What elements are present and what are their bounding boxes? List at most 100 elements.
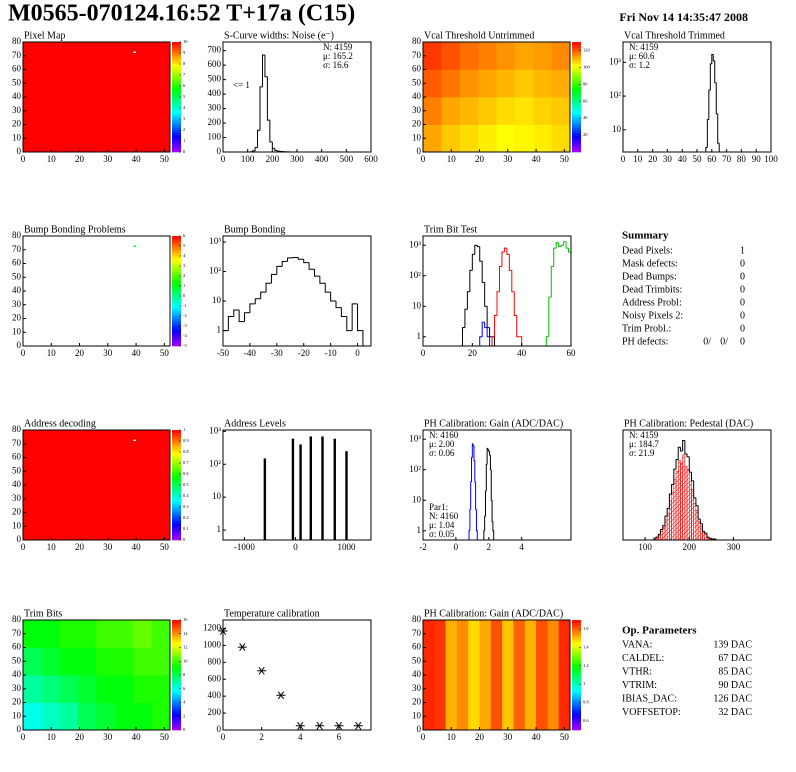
colorbar-label: 0.6 xyxy=(183,471,189,476)
x-tick-label: 80 xyxy=(737,154,747,164)
plot-area xyxy=(653,440,717,540)
colorbar-step xyxy=(172,463,181,467)
y-tick-label: 600 xyxy=(208,59,222,69)
colorbar-step xyxy=(172,699,181,703)
colorbar-step xyxy=(172,716,181,720)
colorbar-step xyxy=(172,487,181,491)
hist-bin xyxy=(714,60,717,84)
colorbar-step xyxy=(172,697,181,701)
y-tick-label: 10 xyxy=(412,300,422,310)
colorbar-label: 0.4 xyxy=(183,493,189,498)
heat-cell xyxy=(441,69,461,98)
x-tick-label: 10 xyxy=(47,732,57,742)
hist-bin xyxy=(238,309,245,323)
panel: Pixel Map 0 1 2 3 4 5 6 7 8 9 10 0 10 20 30 40 50 0 10 20 30 4… xyxy=(12,30,188,164)
x-tick-label: 100 xyxy=(241,154,255,164)
hist-bin xyxy=(469,269,473,292)
hist-bin xyxy=(709,63,712,91)
colorbar-step xyxy=(172,321,181,325)
parameter-label: IBIAS_DAC: xyxy=(622,693,677,704)
colorbar-step xyxy=(172,644,181,648)
colorbar-step xyxy=(172,669,181,673)
colorbar-step xyxy=(572,146,581,150)
colorbar-label: 4 xyxy=(183,105,186,110)
colorbar-step xyxy=(172,138,181,142)
colorbar-step xyxy=(172,636,181,640)
colorbar-step xyxy=(172,710,181,714)
colorbar-label: 9 xyxy=(183,50,186,55)
y-tick-label: 50 xyxy=(12,271,22,281)
hist-bin xyxy=(265,282,272,293)
colorbar-step xyxy=(572,124,581,128)
colorbar-label: 10 xyxy=(183,39,188,44)
x-tick-label: 70 xyxy=(722,154,732,164)
colorbar-step xyxy=(172,75,181,79)
stats-line: μ: 60.6 xyxy=(629,51,655,61)
hist-bin xyxy=(297,257,304,260)
colorbar-label: 7 xyxy=(183,72,186,77)
colorbar-step xyxy=(572,664,581,668)
colorbar-step xyxy=(172,441,181,445)
heat-cell xyxy=(114,620,134,648)
colorbar-step xyxy=(172,130,181,134)
colorbar-step xyxy=(172,304,181,308)
y-tick-label: 80 xyxy=(412,36,422,46)
x-tick-label: 0 xyxy=(421,154,426,164)
heat-cell xyxy=(441,124,461,152)
colorbar-step xyxy=(172,537,181,541)
colorbar-label: 100 xyxy=(583,64,591,69)
colorbar-step xyxy=(172,526,181,530)
colorbar-label: 0 xyxy=(183,727,186,732)
heat-cell xyxy=(423,620,435,730)
x-tick-label: 20 xyxy=(75,732,85,742)
panel-title: Pixel Map xyxy=(24,30,65,41)
y-tick-label: 100 xyxy=(208,132,222,142)
y-tick-label: 0 xyxy=(217,724,222,734)
heat-cell xyxy=(445,620,458,730)
stats-line: σ: 21.9 xyxy=(629,448,655,458)
frame xyxy=(22,235,171,347)
frame xyxy=(422,235,572,347)
summary-value: 1 xyxy=(740,245,745,256)
colorbar-step xyxy=(172,255,181,259)
hist-bin xyxy=(330,292,337,302)
colorbar-step xyxy=(572,713,581,717)
hist-bin xyxy=(264,55,268,78)
hist-bin xyxy=(266,76,270,121)
panel: Trim Bits 0 2 4 6 8 10 12 14 16 0 10 20 30 40 50 0 10 20 30… xyxy=(12,608,188,742)
colorbar-step xyxy=(172,266,181,270)
hist-bin xyxy=(519,336,523,346)
colorbar-step xyxy=(172,288,181,292)
heat-cell xyxy=(133,702,153,730)
hist-bin xyxy=(503,247,507,252)
colorbar-label: 6 xyxy=(183,83,186,88)
y-tick-label: 10³ xyxy=(609,56,621,66)
colorbar-step xyxy=(572,702,581,706)
panel-title: PH Calibration: Gain (ADC/DAC) xyxy=(424,418,563,429)
colorbar-step xyxy=(572,110,581,114)
y-tick-label: 10³ xyxy=(209,425,221,435)
colorbar-step xyxy=(172,460,181,464)
heat-cell xyxy=(459,97,479,125)
y-tick-label: 80 xyxy=(12,230,22,240)
x-tick-label: 60 xyxy=(567,348,577,358)
colorbar-step xyxy=(172,324,181,328)
colorbar-step xyxy=(172,263,181,267)
x-tick-label: 20 xyxy=(475,732,485,742)
y-tick-label: 30 xyxy=(12,683,22,693)
colorbar-label: 80 xyxy=(583,81,588,86)
hist-bin xyxy=(340,307,347,317)
heat-cell xyxy=(533,97,553,125)
star-marker xyxy=(315,721,325,730)
x-tick-label: 0 xyxy=(221,732,226,742)
parameters-panel: Op. Parameters VANA: 139 DAC CALDEL: 67 DAC V… xyxy=(622,625,752,718)
hist-bin xyxy=(711,54,714,64)
y-tick-label: 80 xyxy=(12,424,22,434)
level-spike xyxy=(263,458,267,540)
colorbar-step xyxy=(172,50,181,54)
hist-bin xyxy=(254,298,261,304)
colorbar-step xyxy=(572,727,581,731)
y-tick-label: 50 xyxy=(412,77,422,87)
hist-bin xyxy=(484,322,488,329)
colorbar-step xyxy=(172,326,181,330)
